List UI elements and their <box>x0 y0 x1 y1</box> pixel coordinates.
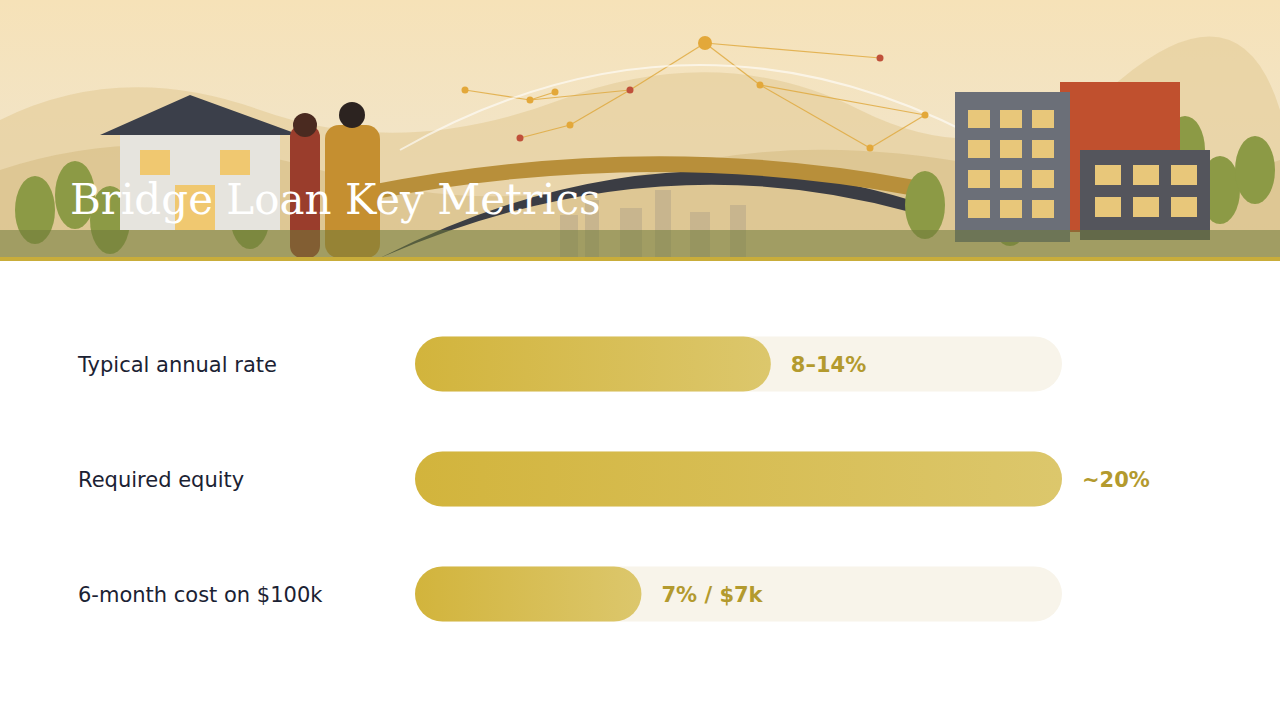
house-roof <box>100 95 300 135</box>
data-label: 7% / $7k <box>661 583 763 607</box>
network-node <box>517 135 524 142</box>
building-window <box>1095 197 1121 217</box>
stage: Bridge Loan Key Metrics Typical annual ra… <box>0 0 1280 720</box>
person-head <box>293 113 317 137</box>
building-window <box>1032 110 1054 128</box>
building-window <box>1095 165 1121 185</box>
building-window <box>1032 200 1054 218</box>
person-head <box>339 102 365 128</box>
building-window <box>1133 165 1159 185</box>
labels: Typical annual rate 8–14% Required equity ~… <box>77 353 1150 607</box>
tracks <box>415 337 1062 622</box>
building-window <box>968 170 990 188</box>
network-node <box>462 87 469 94</box>
network-node <box>922 112 929 119</box>
building <box>955 92 1070 242</box>
building-window <box>1000 140 1022 158</box>
network-node <box>757 82 764 89</box>
tree <box>1235 136 1275 204</box>
network-link <box>760 85 925 115</box>
network-link <box>520 125 570 138</box>
building-window <box>1000 200 1022 218</box>
header-sky <box>0 0 1280 258</box>
far-hills <box>0 37 1280 258</box>
network-node <box>698 36 712 50</box>
network-node <box>627 87 634 94</box>
network-node <box>877 55 884 62</box>
building-window <box>1171 197 1197 217</box>
bar <box>415 567 641 622</box>
building-window <box>968 110 990 128</box>
bar <box>415 337 771 392</box>
network-arc <box>400 65 1000 150</box>
building <box>1080 150 1210 240</box>
house-window <box>140 150 170 175</box>
building-window <box>968 140 990 158</box>
chart-title: Bridge Loan Key Metrics <box>70 175 600 224</box>
data-label: ~20% <box>1082 468 1150 492</box>
network-node <box>567 122 574 129</box>
header-illustration <box>0 0 1280 261</box>
bars <box>415 337 1062 622</box>
bar-track <box>415 452 1062 507</box>
building-window <box>968 200 990 218</box>
network-node <box>552 89 559 96</box>
building-window <box>1000 170 1022 188</box>
network-link <box>760 85 870 148</box>
header-rule <box>0 257 1280 261</box>
bar-track <box>415 567 1062 622</box>
category-label: 6-month cost on $100k <box>78 583 323 607</box>
bar <box>415 452 1062 507</box>
network-link <box>705 43 880 58</box>
building-window <box>1032 170 1054 188</box>
building-window <box>1000 110 1022 128</box>
house-window <box>220 150 250 175</box>
category-label: Typical annual rate <box>77 353 277 377</box>
building-window <box>1032 140 1054 158</box>
building-window <box>1171 165 1197 185</box>
data-label: 8–14% <box>791 353 866 377</box>
network-node <box>527 97 534 104</box>
chart-svg: Bridge Loan Key Metrics Typical annual ra… <box>0 0 1280 720</box>
category-label: Required equity <box>78 468 244 492</box>
network-link <box>705 43 760 85</box>
network-node <box>867 145 874 152</box>
bar-track <box>415 337 1062 392</box>
tree <box>905 171 945 239</box>
network-link <box>530 92 555 100</box>
network-link <box>570 90 630 125</box>
network-link <box>870 115 925 148</box>
building-window <box>1133 197 1159 217</box>
ground <box>0 230 1280 258</box>
